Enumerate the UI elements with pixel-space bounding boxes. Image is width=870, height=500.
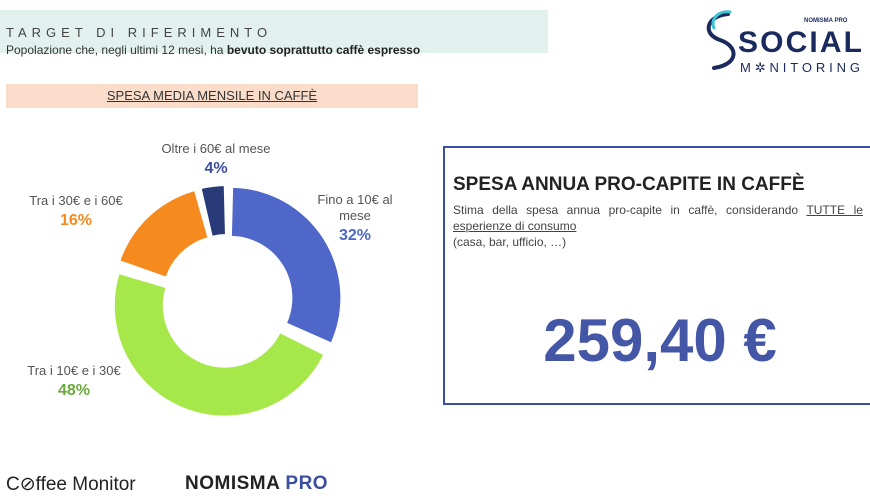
target-box: TARGET DI RIFERIMENTO Popolazione che, n… <box>0 10 548 57</box>
pro-text: PRO <box>285 473 329 494</box>
slice-value-3: 16% <box>60 212 92 229</box>
slice-label-3-line-1: Tra i 30€ e i 60€ <box>29 193 123 208</box>
annual-value: 259,40 € <box>543 307 777 374</box>
slice-value-4: 4% <box>204 160 227 177</box>
logo-swoosh-accent <box>711 10 732 30</box>
nomisma-pro-logo: NOMISMA PRO <box>185 473 328 495</box>
slice-value-1: 32% <box>339 227 371 244</box>
logo-social: SOCIAL <box>738 26 862 59</box>
slice-label-1-line-1: Fino a 10€ al <box>317 192 392 207</box>
target-desc-text: Popolazione che, negli ultimi 12 mesi, h… <box>6 43 224 57</box>
section-label-text: SPESA MEDIA MENSILE IN CAFFÈ <box>106 88 318 103</box>
logo-pro: NOMISMA PRO <box>804 18 848 24</box>
social-monitoring-logo: NOMISMA PRO SOCIAL M✲NITORING <box>706 10 862 75</box>
target-desc-bold: bevuto soprattutto caffè espresso <box>226 43 421 57</box>
donut-slice-2 <box>114 274 324 416</box>
annual-desc-text: Stima della spesa annua pro-capite in ca… <box>453 203 799 217</box>
annual-spending-box: SPESA ANNUA PRO-CAPITE IN CAFFÈ Stima de… <box>443 146 870 405</box>
section-label: SPESA MEDIA MENSILE IN CAFFÈ <box>6 84 418 108</box>
slice-label-1-line-2: mese <box>339 208 371 223</box>
annual-desc-note: (casa, bar, ufficio, …) <box>453 235 567 249</box>
slice-value-2: 48% <box>58 382 90 399</box>
nomisma-text: NOMISMA <box>185 473 280 494</box>
annual-title: SPESA ANNUA PRO-CAPITE IN CAFFÈ <box>453 174 805 195</box>
coffee-monitor-logo: C⊘ffee Monitor <box>6 474 136 495</box>
donut-slice-3 <box>120 191 208 277</box>
target-title: TARGET DI RIFERIMENTO <box>6 25 273 40</box>
donut-slice-4 <box>201 186 225 236</box>
logo-monitoring: M✲NITORING <box>740 60 860 75</box>
annual-desc-underlined: TUTTE le esperienze di consumo <box>453 203 863 233</box>
slice-label-2-line-1: Tra i 10€ e i 30€ <box>27 363 121 378</box>
annual-description: Stima della spesa annua pro-capite in ca… <box>453 202 863 250</box>
donut-slice-1 <box>231 187 341 343</box>
slice-label-4-line-1: Oltre i 60€ al mese <box>161 141 270 156</box>
target-description: Popolazione che, negli ultimi 12 mesi, h… <box>6 43 420 57</box>
